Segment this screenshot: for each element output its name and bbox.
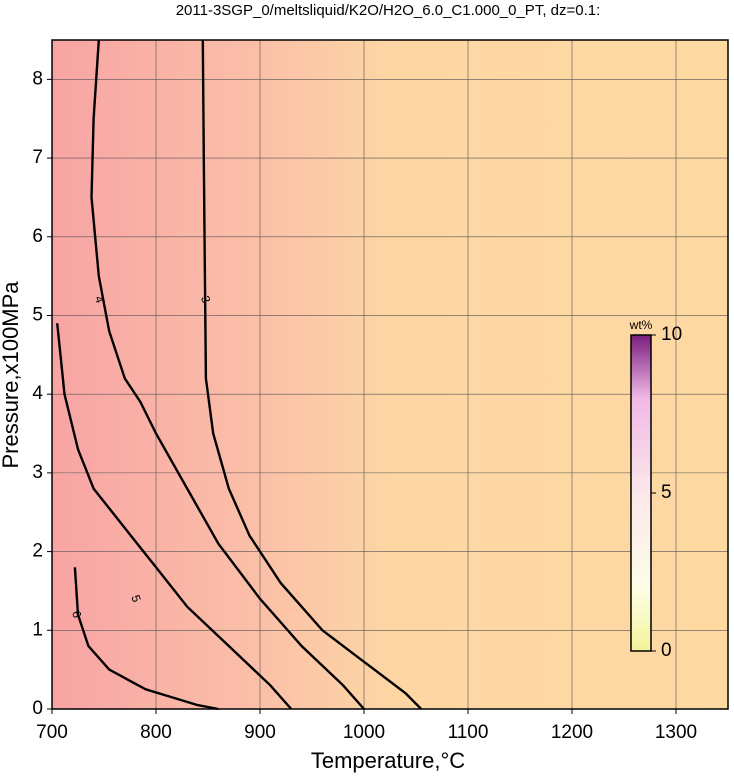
y-tick-label: 5: [32, 304, 43, 325]
colorbar-tick-label: 0: [661, 640, 672, 661]
x-tick-label: 700: [36, 722, 68, 743]
y-tick-label: 3: [32, 462, 43, 483]
plot-background: [52, 40, 728, 709]
y-axis-label: Pressure,x100MPa: [0, 281, 23, 469]
x-tick-label: 1300: [655, 722, 697, 743]
plot-frame: [51, 39, 729, 710]
contour-line: [90, 39, 365, 710]
contour-label: 5: [128, 593, 144, 604]
x-tick-label: 1100: [448, 722, 489, 743]
y-tick-label: 1: [32, 619, 43, 640]
contour-label: 4: [92, 294, 108, 305]
x-axis-label: Temperature,°C: [311, 748, 465, 773]
x-tick-label: 900: [244, 722, 276, 743]
contour-line: [201, 39, 423, 710]
contour-label: 3: [198, 294, 214, 305]
y-tick-label: 2: [32, 541, 43, 562]
colorbar-label: wt%: [629, 318, 653, 332]
x-tick-label: 1200: [551, 722, 593, 743]
colorbar: [630, 334, 652, 652]
colorbar-tick-label: 5: [661, 482, 672, 503]
contour-line: [56, 323, 293, 710]
colorbar-tick-label: 10: [661, 324, 682, 345]
chart-title: 2011-3SGP_0/meltsliquid/K2O/H2O_6.0_C1.0…: [176, 2, 601, 19]
x-tick-label: 1000: [343, 722, 385, 743]
contour-label: 6: [69, 609, 85, 620]
y-tick-label: 0: [32, 698, 43, 719]
y-tick-label: 4: [32, 383, 43, 404]
contour-line: [73, 567, 219, 711]
y-tick-label: 7: [32, 147, 43, 168]
x-tick-label: 800: [140, 722, 172, 743]
y-tick-label: 8: [32, 68, 43, 89]
y-tick-label: 6: [32, 226, 43, 247]
